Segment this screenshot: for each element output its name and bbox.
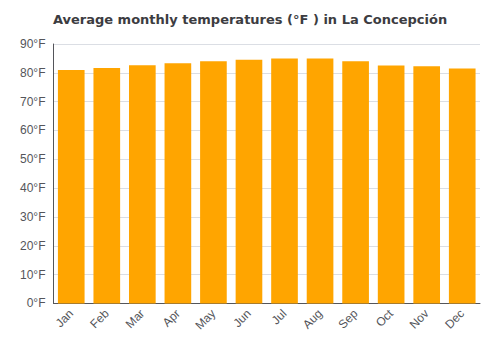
svg-text:90°F: 90°F	[20, 37, 45, 51]
svg-text:Aug: Aug	[300, 307, 325, 332]
svg-text:10°F: 10°F	[20, 268, 45, 282]
svg-text:Jan: Jan	[53, 307, 77, 331]
svg-text:50°F: 50°F	[20, 152, 45, 166]
svg-text:May: May	[192, 307, 218, 333]
svg-text:80°F: 80°F	[20, 66, 45, 80]
svg-text:Apr: Apr	[160, 307, 183, 330]
svg-text:Feb: Feb	[87, 306, 112, 331]
svg-text:20°F: 20°F	[20, 239, 45, 253]
svg-text:0°F: 0°F	[27, 296, 46, 310]
svg-text:30°F: 30°F	[20, 210, 45, 224]
svg-text:Jul: Jul	[269, 307, 290, 328]
svg-text:Mar: Mar	[123, 307, 148, 331]
svg-text:Oct: Oct	[373, 306, 397, 330]
svg-text:60°F: 60°F	[20, 123, 45, 137]
svg-text:Jun: Jun	[230, 307, 254, 331]
svg-text:70°F: 70°F	[20, 95, 45, 109]
svg-text:Dec: Dec	[442, 307, 467, 332]
svg-text:Nov: Nov	[407, 307, 432, 332]
svg-text:Average monthly temperatures (: Average monthly temperatures (°F ) in La…	[53, 12, 447, 27]
svg-text:Sep: Sep	[336, 306, 361, 331]
svg-text:40°F: 40°F	[20, 181, 45, 195]
